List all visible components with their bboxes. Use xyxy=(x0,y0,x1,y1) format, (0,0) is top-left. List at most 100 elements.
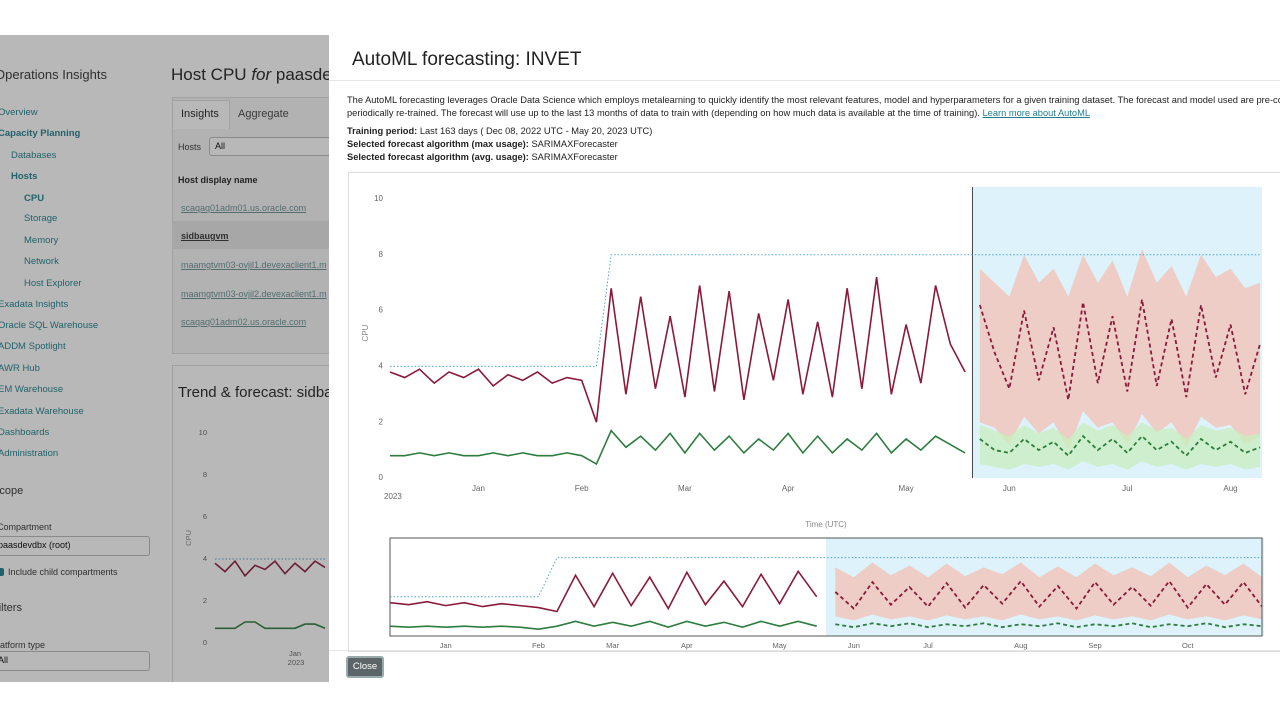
series-line xyxy=(390,254,1260,367)
x-tick-label: Mar xyxy=(606,641,619,650)
x-tick-label: Jul xyxy=(923,641,933,650)
chart-card xyxy=(348,172,1280,652)
nav-item[interactable]: Oracle SQL Warehouse xyxy=(0,320,99,331)
x-tick-label: Jun xyxy=(848,641,860,650)
header-divider xyxy=(329,80,1280,81)
nav-item[interactable]: Hosts xyxy=(11,171,38,182)
close-button[interactable]: Close xyxy=(346,656,384,678)
nav-item[interactable]: Host Explorer xyxy=(24,278,82,289)
year-label: 2023 xyxy=(384,492,402,501)
description: periodically re-trained. The forecast wi… xyxy=(347,108,1090,118)
y-tick-label: 2 xyxy=(203,596,207,605)
background-app: Operations Insights Overview Capacity Pl… xyxy=(0,35,329,682)
x-tick-label: Aug xyxy=(1014,641,1027,650)
x-tick-label: Mar xyxy=(678,484,692,493)
nav-item[interactable]: Network xyxy=(24,256,59,267)
page-title: Host CPU for paasdevdbx xyxy=(171,65,329,85)
series-line xyxy=(834,579,1263,611)
nav-item[interactable]: Exadata Warehouse xyxy=(0,406,84,417)
value: SARIMAXForecaster xyxy=(531,139,618,149)
y-axis-label: CPU xyxy=(184,530,193,546)
y-axis-label: CPU xyxy=(361,324,370,341)
x-tick-label: May xyxy=(899,484,914,493)
nav-item[interactable]: Databases xyxy=(11,150,57,161)
x-tick-label: Oct xyxy=(1182,641,1195,650)
value: Last 163 days ( Dec 08, 2022 UTC - May 2… xyxy=(419,126,653,136)
nav-item[interactable]: Dashboards xyxy=(0,427,50,438)
modal-overlay xyxy=(0,35,329,682)
x-tick-label: Apr xyxy=(782,484,795,493)
title-part: paasdevdbx xyxy=(275,65,329,84)
host-row[interactable]: scaqaq01adm02.us.oracle.com xyxy=(181,317,307,327)
y-tick-label: 10 xyxy=(374,194,383,203)
title-part: for xyxy=(251,65,272,84)
nav-item[interactable]: Administration xyxy=(0,448,59,459)
nav-item[interactable]: Exadata Insights xyxy=(0,299,69,310)
tab-active xyxy=(172,100,230,129)
series-line xyxy=(389,569,818,613)
trend-panel xyxy=(172,365,329,682)
x-tick-label: Feb xyxy=(575,484,589,493)
tab[interactable]: Insights xyxy=(181,108,219,120)
y-tick-label: 6 xyxy=(379,306,384,315)
nav-item[interactable]: Storage xyxy=(24,213,58,224)
nav-item[interactable]: ADDM Spotlight xyxy=(0,341,66,352)
y-tick-label: 2 xyxy=(379,417,384,426)
x-tick-label: Aug xyxy=(1223,484,1237,493)
series-line xyxy=(389,277,966,423)
modal-title: AutoML forecasting: INVET xyxy=(352,49,582,70)
year-label: 2023 xyxy=(288,658,305,667)
host-row[interactable]: maamgtvm03-ovjil2.devexaclient1.m xyxy=(181,289,327,299)
series-line xyxy=(979,434,1261,458)
row-highlight xyxy=(172,221,329,249)
x-tick-label: Jun xyxy=(1003,484,1016,493)
host-row[interactable]: sidbaugvm xyxy=(181,231,229,241)
checkbox[interactable] xyxy=(0,568,4,576)
nav-item[interactable]: Capacity Planning xyxy=(0,128,81,139)
compartment-label: Compartment xyxy=(0,522,52,532)
learn-more-link[interactable]: Learn more about AutoML xyxy=(982,108,1090,118)
x-tick-label: Jan xyxy=(472,484,485,493)
x-tick-label: Feb xyxy=(532,641,545,650)
title-part: Host CPU xyxy=(171,65,247,84)
filters-heading: Filters xyxy=(0,602,22,614)
app-title: Operations Insights xyxy=(0,67,108,82)
y-tick-label: 10 xyxy=(199,428,207,437)
x-tick-label: Jan xyxy=(289,649,301,658)
nav-item[interactable]: EM Warehouse xyxy=(0,384,64,395)
host-row[interactable]: maamgtvm03-ovjil1.devexaclient1.m xyxy=(181,260,327,270)
y-tick-label: 0 xyxy=(203,638,207,647)
nav-item[interactable]: AWR Hub xyxy=(0,363,40,374)
hosts-select[interactable]: All xyxy=(209,137,329,156)
forecast-band xyxy=(835,562,1262,621)
x-axis-label: Time (UTC) xyxy=(805,520,847,529)
footer-divider xyxy=(329,650,1280,651)
description: The AutoML forecasting leverages Oracle … xyxy=(347,95,1280,105)
tab[interactable]: Aggregate xyxy=(238,108,289,120)
label: Selected forecast algorithm (max usage): xyxy=(347,139,529,149)
x-tick-label: Apr xyxy=(681,641,693,650)
platform-select[interactable]: All xyxy=(0,651,150,671)
label: Training period: xyxy=(347,126,418,136)
compartment-select[interactable]: paasdevdbx (root) xyxy=(0,536,150,556)
nav-item[interactable]: Memory xyxy=(24,235,59,246)
series-line xyxy=(390,429,966,466)
x-tick-label: Sep xyxy=(1088,641,1101,650)
x-tick-label: May xyxy=(773,641,787,650)
overview-frame xyxy=(389,537,1263,637)
trend-title: Trend & forecast: sidbaugvm xyxy=(178,384,329,401)
nav-item[interactable]: CPU xyxy=(24,193,45,204)
nav-item[interactable]: Overview xyxy=(0,107,38,118)
label: Selected forecast algorithm (avg. usage)… xyxy=(347,152,529,162)
platform-label: Platform type xyxy=(0,640,46,650)
series-line xyxy=(389,620,817,630)
host-row[interactable]: scaqaq01adm01.us.oracle.com xyxy=(181,203,307,213)
x-tick-label: Jan xyxy=(440,641,452,650)
forecast-charts: 0 2 4 6 8 10 Jan Feb Mar Apr May Jun Jul Aug CPU Time (… xyxy=(361,187,1264,650)
background-chart: 0 2 4 6 8 10 Jan CPU 2023 xyxy=(184,428,326,667)
value: SARIMAXForecaster xyxy=(531,152,618,162)
scope-heading: Scope xyxy=(0,485,24,497)
checkbox-label: Include child compartments xyxy=(8,567,118,577)
y-tick-label: 8 xyxy=(203,470,207,479)
